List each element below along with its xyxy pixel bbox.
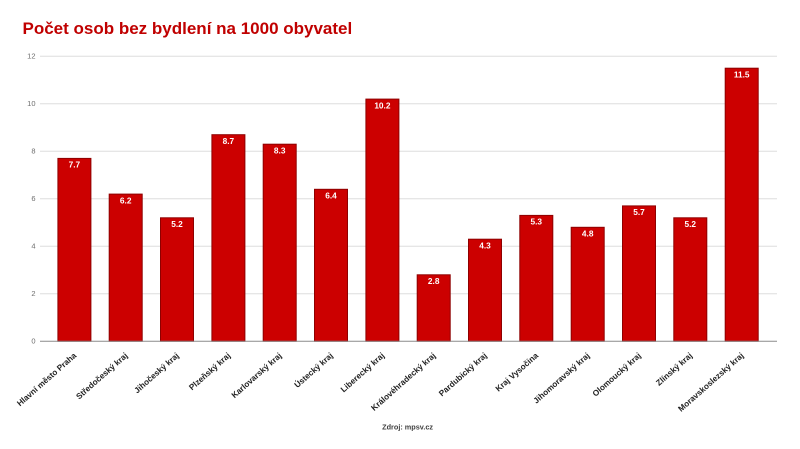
svg-text:7.7: 7.7 bbox=[69, 160, 81, 170]
svg-text:5.2: 5.2 bbox=[685, 219, 697, 229]
svg-text:11.5: 11.5 bbox=[734, 70, 750, 80]
svg-text:10: 10 bbox=[27, 99, 35, 108]
svg-text:6.2: 6.2 bbox=[120, 195, 132, 205]
svg-text:12: 12 bbox=[27, 52, 35, 61]
svg-text:2: 2 bbox=[31, 289, 35, 298]
svg-text:4: 4 bbox=[31, 242, 35, 251]
svg-text:8.7: 8.7 bbox=[223, 136, 235, 146]
svg-text:2.8: 2.8 bbox=[428, 276, 440, 286]
svg-text:Zdroj: mpsv.cz: Zdroj: mpsv.cz bbox=[382, 423, 433, 432]
svg-text:5.2: 5.2 bbox=[171, 219, 183, 229]
svg-text:0: 0 bbox=[31, 337, 35, 346]
svg-text:10.2: 10.2 bbox=[374, 100, 391, 110]
svg-text:5.7: 5.7 bbox=[633, 207, 645, 217]
svg-text:6: 6 bbox=[31, 194, 35, 203]
svg-text:4.8: 4.8 bbox=[582, 229, 594, 239]
svg-text:8.3: 8.3 bbox=[274, 146, 286, 156]
svg-text:5.3: 5.3 bbox=[531, 217, 543, 227]
svg-text:Počet osob bez bydlení na 1000: Počet osob bez bydlení na 1000 obyvatel bbox=[23, 19, 353, 38]
svg-text:6.4: 6.4 bbox=[325, 191, 337, 201]
svg-text:4.3: 4.3 bbox=[479, 241, 491, 251]
svg-text:8: 8 bbox=[31, 147, 35, 156]
